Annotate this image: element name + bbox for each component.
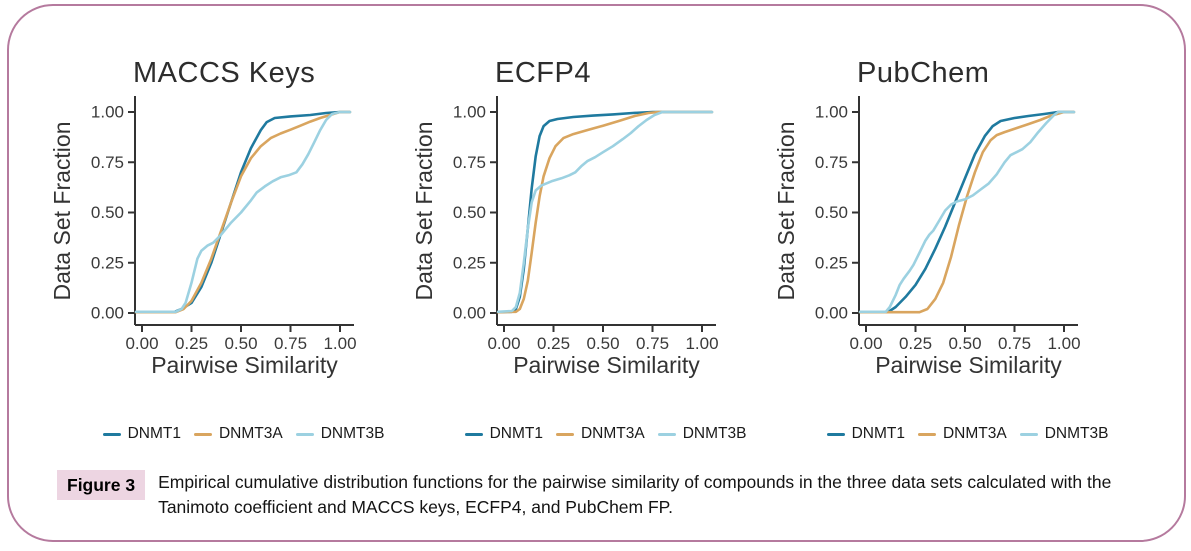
svg-text:1.00: 1.00 [815,103,848,122]
svg-text:0.00: 0.00 [91,304,124,323]
legend-item-dnmt1: DNMT1 [102,425,181,443]
svg-text:Data Set Fraction: Data Set Fraction [773,122,799,301]
svg-text:0.25: 0.25 [453,253,486,272]
svg-text:0.00: 0.00 [453,304,486,323]
svg-text:0.00: 0.00 [487,334,520,353]
legend-item-dnmt3a: DNMT3A [917,425,1007,443]
ecdf-plot-pubchem: 0.00 0.25 0.50 0.75 1.00 0.00 0.25 0.50 0.75 1.00… [773,96,1081,378]
legend-swatch-dnmt3a [917,432,936,436]
svg-text:1.00: 1.00 [453,103,486,122]
legend-item-dnmt3a: DNMT3A [555,425,645,443]
legend-swatch-dnmt3b [295,432,314,436]
chart-legend-maccs-keys: DNMT1 DNMT3A DNMT3B [102,425,384,443]
svg-text:0.00: 0.00 [125,334,158,353]
chart-panel-maccs-keys: MACCS Keys 0.00 0.25 0.50 0.75 1.00 0.00 0.25 0… [40,50,396,443]
chart-title-maccs-keys: MACCS Keys [133,57,316,89]
legend-swatch-dnmt1 [826,432,845,436]
legend-label-dnmt1: DNMT1 [127,425,181,442]
legend-item-dnmt3b: DNMT3B [657,425,747,443]
svg-text:0.50: 0.50 [453,203,486,222]
svg-text:1.00: 1.00 [1047,334,1080,353]
svg-text:0.50: 0.50 [224,334,257,353]
ecdf-plot-ecfp4: 0.00 0.25 0.50 0.75 1.00 0.00 0.25 0.50 0.75 1.00… [411,96,719,378]
svg-text:0.75: 0.75 [453,153,486,172]
figure-badge: Figure 3 [57,470,146,500]
legend-label-dnmt1: DNMT1 [851,425,905,442]
svg-text:0.00: 0.00 [849,334,882,353]
legend-swatch-dnmt3a [555,432,574,436]
svg-text:0.50: 0.50 [586,334,619,353]
legend-item-dnmt3b: DNMT3B [1019,425,1109,443]
svg-text:0.25: 0.25 [91,253,124,272]
legend-label-dnmt3b: DNMT3B [682,425,747,442]
svg-text:Data Set Fraction: Data Set Fraction [49,122,75,301]
legend-item-dnmt1: DNMT1 [826,425,905,443]
svg-text:1.00: 1.00 [685,334,718,353]
chart-panel-ecfp4: ECFP4 0.00 0.25 0.50 0.75 1.00 0.00 0.25 0.50 0.… [402,50,758,443]
legend-swatch-dnmt1 [102,432,121,436]
legend-item-dnmt3a: DNMT3A [193,425,283,443]
svg-text:0.25: 0.25 [537,334,570,353]
chart-legend-ecfp4: DNMT1 DNMT3A DNMT3B [464,425,746,443]
svg-text:Pairwise Similarity: Pairwise Similarity [875,352,1062,378]
legend-label-dnmt3b: DNMT3B [320,425,385,442]
legend-item-dnmt1: DNMT1 [464,425,543,443]
caption-text: Empirical cumulative distribution functi… [158,472,1112,517]
ecdf-plot-maccs-keys: 0.00 0.25 0.50 0.75 1.00 0.00 0.25 0.50 0.75 1.00… [49,96,357,378]
svg-text:0.50: 0.50 [815,203,848,222]
legend-swatch-dnmt3b [1019,432,1038,436]
svg-text:1.00: 1.00 [91,103,124,122]
svg-text:0.25: 0.25 [899,334,932,353]
figure-caption: Figure 3 Empirical cumulative distributi… [57,470,1158,520]
svg-text:Data Set Fraction: Data Set Fraction [411,122,437,301]
charts-row: MACCS Keys 0.00 0.25 0.50 0.75 1.00 0.00 0.25 0… [40,50,1120,443]
svg-text:0.00: 0.00 [815,304,848,323]
legend-label-dnmt3a: DNMT3A [218,425,283,442]
legend-label-dnmt3a: DNMT3A [942,425,1007,442]
legend-swatch-dnmt1 [464,432,483,436]
legend-item-dnmt3b: DNMT3B [295,425,385,443]
legend-swatch-dnmt3a [193,432,212,436]
legend-swatch-dnmt3b [657,432,676,436]
svg-text:0.75: 0.75 [91,153,124,172]
chart-title-pubchem: PubChem [857,57,990,89]
svg-text:Pairwise Similarity: Pairwise Similarity [151,352,338,378]
svg-text:0.25: 0.25 [175,334,208,353]
chart-legend-pubchem: DNMT1 DNMT3A DNMT3B [826,425,1108,443]
legend-label-dnmt3a: DNMT3A [580,425,645,442]
chart-title-ecfp4: ECFP4 [495,57,591,89]
svg-text:0.75: 0.75 [998,334,1031,353]
svg-text:0.25: 0.25 [815,253,848,272]
svg-text:0.50: 0.50 [91,203,124,222]
svg-text:0.50: 0.50 [948,334,981,353]
svg-text:0.75: 0.75 [636,334,669,353]
legend-label-dnmt3b: DNMT3B [1044,425,1109,442]
legend-label-dnmt1: DNMT1 [489,425,543,442]
svg-text:Pairwise Similarity: Pairwise Similarity [513,352,700,378]
svg-text:0.75: 0.75 [274,334,307,353]
chart-panel-pubchem: PubChem 0.00 0.25 0.50 0.75 1.00 0.00 0.25 0.50… [764,50,1120,443]
svg-text:0.75: 0.75 [815,153,848,172]
svg-text:1.00: 1.00 [323,334,356,353]
